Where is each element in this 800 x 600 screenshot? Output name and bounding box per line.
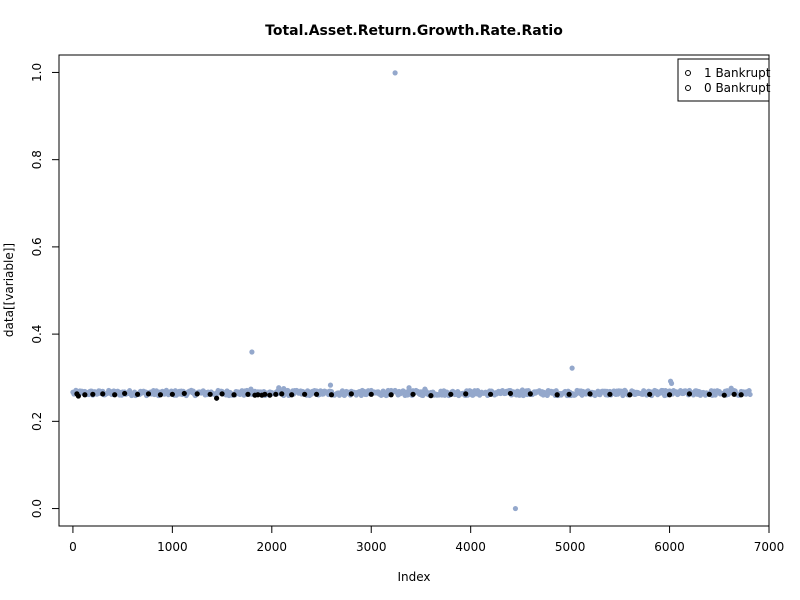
data-point-bankrupt-1 (289, 392, 295, 398)
data-point-bankrupt-1 (100, 391, 106, 397)
data-point-bankrupt-1 (145, 391, 152, 397)
y-axis-label: data[[variable]] (2, 243, 16, 337)
data-point-bankrupt-1 (157, 392, 164, 398)
data-point-bankrupt-1 (231, 392, 237, 398)
x-tick-label: 1000 (157, 540, 188, 554)
chart-title: Total.Asset.Return.Growth.Rate.Ratio (265, 23, 563, 39)
data-point-bankrupt-1 (219, 391, 225, 397)
data-point-bankrupt-1 (194, 391, 200, 397)
points-layer (70, 70, 753, 512)
data-point-bankrupt-1 (487, 391, 494, 397)
data-point-bankrupt-1 (368, 391, 374, 397)
data-point-bankrupt-1 (245, 391, 251, 397)
x-tick-label: 5000 (555, 540, 586, 554)
legend-box (677, 58, 770, 102)
legend-label-bankrupt-1: 1 Bankrupt (704, 66, 771, 80)
y-tick-label: 1.0 (30, 63, 44, 82)
x-tick-label: 7000 (754, 540, 785, 554)
x-tick-label: 4000 (455, 540, 486, 554)
data-point-bankrupt-1 (313, 391, 320, 397)
data-point-bankrupt-1 (112, 392, 118, 398)
data-point-bankrupt-1 (273, 391, 279, 397)
data-point-bankrupt-1 (721, 392, 727, 398)
y-tick-label: 0.8 (30, 150, 44, 169)
legend: 1 Bankrupt 0 Bankrupt (677, 58, 771, 102)
data-point-bankrupt-0-outlier (248, 386, 254, 392)
data-point-bankrupt-1 (706, 391, 712, 397)
data-point-bankrupt-1 (207, 391, 213, 397)
data-point-bankrupt-1 (134, 391, 141, 397)
data-point-bankrupt-1 (587, 391, 593, 397)
data-point-bankrupt-1 (181, 390, 187, 397)
data-point-bankrupt-1 (566, 391, 572, 397)
data-point-bankrupt-0-outlier (569, 365, 575, 371)
data-point-bankrupt-1 (507, 390, 514, 397)
x-tick-label: 3000 (356, 540, 387, 554)
data-point-bankrupt-1 (738, 392, 744, 398)
data-point-bankrupt-1 (554, 392, 560, 398)
data-point-bankrupt-0-outlier (422, 386, 428, 392)
data-point-bankrupt-1 (627, 392, 633, 398)
data-point-bankrupt-1 (686, 391, 693, 397)
data-point-bankrupt-0-outlier (519, 387, 525, 393)
y-tick-label: 0.4 (30, 325, 44, 344)
data-point-bankrupt-1 (647, 391, 653, 397)
data-point-bankrupt-1 (666, 392, 673, 398)
x-axis: 0 1000 2000 3000 4000 5000 6000 7000 (69, 525, 785, 554)
data-point-bankrupt-1 (82, 392, 88, 398)
data-point-bankrupt-1 (463, 391, 469, 397)
legend-label-bankrupt-0: 0 Bankrupt (704, 81, 771, 95)
data-point-bankrupt-1 (428, 393, 434, 399)
legend-marker-bankrupt-1 (685, 70, 691, 76)
data-point-bankrupt-1 (607, 391, 613, 397)
data-point-bankrupt-0-outlier (327, 382, 334, 388)
y-axis: 0.0 0.2 0.4 0.6 0.8 1.0 (30, 63, 60, 518)
data-point-bankrupt-1 (214, 395, 220, 401)
data-point-bankrupt-0-outlier (276, 385, 282, 391)
data-point-bankrupt-1 (302, 391, 308, 397)
data-point-bankrupt-0 (358, 392, 364, 398)
data-point-bankrupt-1 (75, 393, 81, 399)
data-point-bankrupt-1 (262, 391, 268, 397)
data-point-bankrupt-1 (267, 392, 273, 398)
data-point-bankrupt-1 (90, 391, 96, 397)
data-point-bankrupt-1 (279, 391, 285, 397)
data-point-bankrupt-0-outlier (668, 380, 675, 386)
legend-marker-bankrupt-0 (685, 85, 691, 91)
y-tick-label: 0.2 (30, 412, 44, 431)
data-point-bankrupt-0-outlier (392, 70, 398, 76)
data-point-bankrupt-1 (388, 392, 394, 398)
data-point-bankrupt-0-outlier (249, 349, 255, 355)
data-point-bankrupt-1 (348, 391, 354, 397)
x-tick-label: 0 (69, 540, 77, 554)
x-tick-label: 2000 (257, 540, 288, 554)
data-point-bankrupt-1 (448, 391, 454, 397)
y-tick-label: 0.0 (30, 499, 44, 518)
data-point-bankrupt-1 (731, 391, 737, 397)
data-point-bankrupt-0-outlier (728, 385, 734, 391)
data-point-bankrupt-0-outlier (281, 386, 287, 392)
x-axis-label: Index (397, 570, 430, 584)
data-point-bankrupt-1 (255, 392, 261, 398)
data-point-bankrupt-0-outlier (512, 505, 519, 512)
data-point-bankrupt-1 (122, 390, 128, 397)
data-point-bankrupt-1 (527, 391, 533, 397)
data-point-bankrupt-1 (169, 391, 175, 397)
data-point-bankrupt-0 (620, 392, 626, 399)
x-tick-label: 6000 (654, 540, 685, 554)
plot-frame (58, 54, 770, 527)
y-tick-label: 0.6 (30, 237, 44, 256)
data-point-bankrupt-1 (328, 392, 335, 398)
data-point-bankrupt-0-outlier (406, 385, 412, 391)
data-point-bankrupt-0 (747, 391, 753, 398)
data-point-bankrupt-1 (410, 391, 416, 397)
